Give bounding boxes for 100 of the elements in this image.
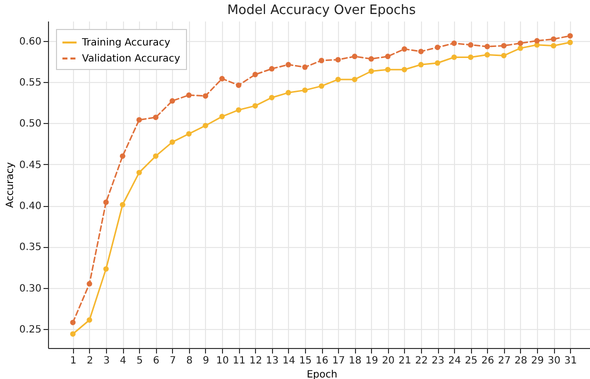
x-tick-label: 12 (249, 356, 262, 366)
point (518, 40, 524, 46)
y-tick-label: 0.55 (19, 77, 42, 88)
x-tick-label: 31 (564, 356, 578, 366)
point (103, 199, 109, 205)
point (269, 94, 275, 100)
y-tick-label: 0.30 (19, 283, 42, 294)
point (434, 44, 440, 50)
point (186, 92, 192, 98)
x-tick-label: 11 (232, 356, 246, 366)
point (385, 66, 391, 72)
point (501, 42, 507, 48)
point (302, 87, 308, 93)
x-tick-label: 20 (382, 356, 395, 366)
x-tick-label: 25 (464, 356, 478, 366)
x-tick-label: 13 (266, 356, 279, 366)
point (368, 56, 374, 62)
point (236, 82, 242, 88)
y-tick-label: 0.35 (19, 242, 42, 254)
x-tick-label: 17 (332, 356, 345, 366)
point (468, 54, 474, 60)
x-tick-label: 23 (432, 356, 444, 366)
x-tick-label: 6 (153, 356, 160, 366)
x-tick-label: 19 (365, 356, 378, 366)
point (318, 83, 324, 89)
point (302, 64, 308, 70)
x-tick-label: 16 (316, 356, 328, 366)
point (202, 93, 208, 99)
x-tick-label: 22 (415, 356, 428, 366)
point (252, 103, 258, 109)
point (219, 76, 225, 82)
point (136, 170, 142, 176)
x-tick-label: 4 (120, 356, 126, 366)
point (252, 72, 258, 78)
point (70, 331, 76, 337)
x-tick-label: 26 (481, 356, 494, 366)
point (352, 54, 358, 60)
point (418, 62, 424, 68)
x-tick-label: 14 (282, 356, 296, 366)
point (219, 114, 225, 120)
x-tick-label: 29 (531, 356, 544, 366)
point (153, 114, 158, 120)
legend-label: Training Accuracy (81, 38, 170, 48)
point (402, 46, 408, 52)
point (352, 76, 358, 82)
point (103, 266, 109, 272)
x-tick-label: 21 (398, 356, 412, 366)
y-tick-label: 0.60 (19, 36, 42, 48)
point (335, 76, 341, 82)
point (550, 36, 556, 42)
point (236, 107, 242, 113)
x-tick-label: 5 (136, 356, 143, 366)
x-tick-label: 7 (170, 356, 176, 366)
x-tick-label: 18 (348, 356, 362, 366)
x-tick-label: 9 (202, 356, 210, 366)
point (468, 42, 474, 48)
point (318, 58, 324, 64)
point (186, 131, 192, 137)
point (70, 320, 76, 326)
point (286, 62, 292, 68)
point (202, 122, 208, 128)
point (518, 45, 524, 51)
point (286, 90, 292, 96)
point (418, 48, 424, 54)
point (120, 153, 126, 159)
x-tick-label: 1 (70, 356, 77, 366)
point (534, 38, 540, 44)
y-axis-title: Accuracy (5, 162, 16, 208)
point (501, 52, 507, 58)
x-tick-label: 10 (216, 356, 229, 366)
point (567, 33, 573, 39)
x-tick-label: 8 (186, 356, 193, 366)
point (86, 317, 92, 323)
point (335, 56, 341, 62)
point (136, 117, 142, 123)
x-tick-label: 3 (103, 356, 110, 366)
point (484, 44, 490, 50)
y-tick-label: 0.40 (19, 201, 42, 212)
point (170, 139, 176, 145)
point (86, 281, 92, 286)
y-tick-label: 0.50 (19, 118, 42, 130)
x-tick-label: 30 (548, 356, 560, 366)
point (550, 42, 556, 48)
y-tick-label: 0.45 (19, 160, 42, 171)
point (484, 52, 490, 58)
chart-title: Model Accuracy Over Epochs (227, 3, 416, 18)
point (402, 66, 408, 72)
point (451, 54, 457, 60)
point (451, 40, 457, 46)
legend-label: Validation Accuracy (82, 54, 180, 64)
point (368, 68, 374, 74)
x-tick-label: 2 (86, 356, 94, 366)
y-tick-label: 0.25 (19, 324, 42, 336)
x-tick-label: 24 (448, 356, 461, 366)
point (567, 40, 573, 46)
point (153, 153, 158, 159)
point (269, 66, 275, 72)
point (434, 60, 440, 66)
point (170, 98, 176, 104)
point (120, 202, 126, 208)
